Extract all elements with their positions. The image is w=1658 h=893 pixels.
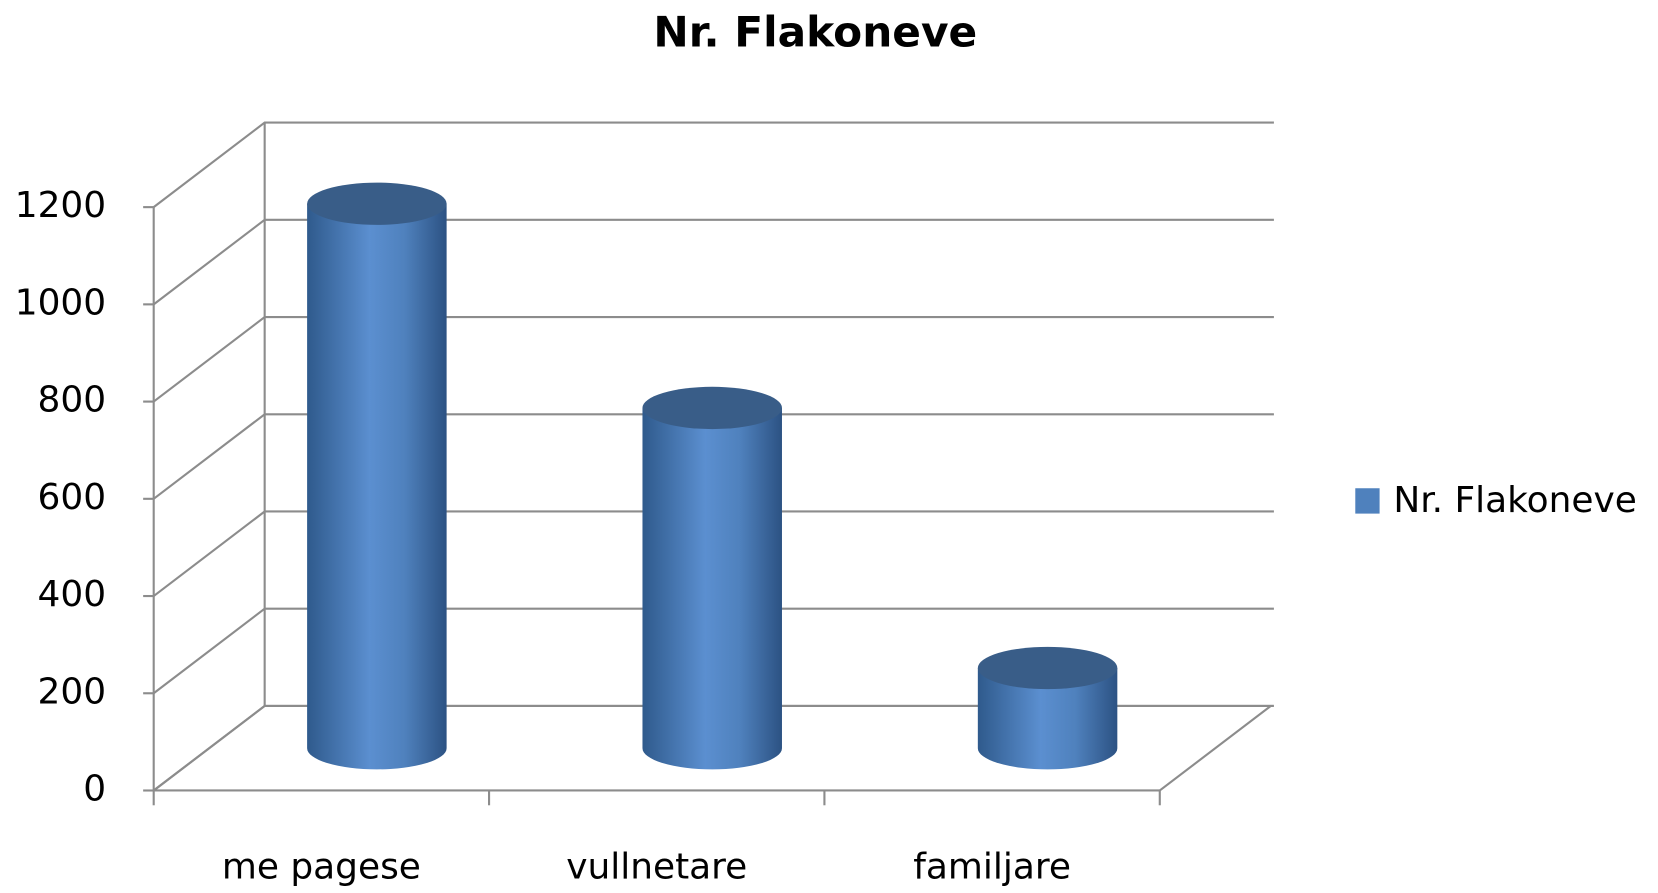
x-tick-label: familjare [913,847,1071,888]
bar-top [977,646,1118,690]
bar [307,203,447,770]
y-tick-label: 1000 [15,282,106,323]
legend-label: Nr. Flakoneve [1393,480,1637,521]
y-tick-label: 200 [38,671,107,712]
y-tick-label: 800 [38,380,107,421]
legend-swatch [1355,488,1380,514]
bar-top [642,386,782,430]
y-tick-label: 600 [38,477,107,518]
bar [977,668,1118,770]
y-tick-label: 1200 [15,185,106,226]
bar-top [307,182,447,225]
y-tick-label: 400 [38,574,107,615]
x-tick-label: vullnetare [566,847,747,888]
bar [642,407,782,770]
x-tick-label: me pagese [222,847,421,888]
chart-title: Nr. Flakoneve [653,7,977,56]
y-tick-label: 0 [83,768,106,809]
